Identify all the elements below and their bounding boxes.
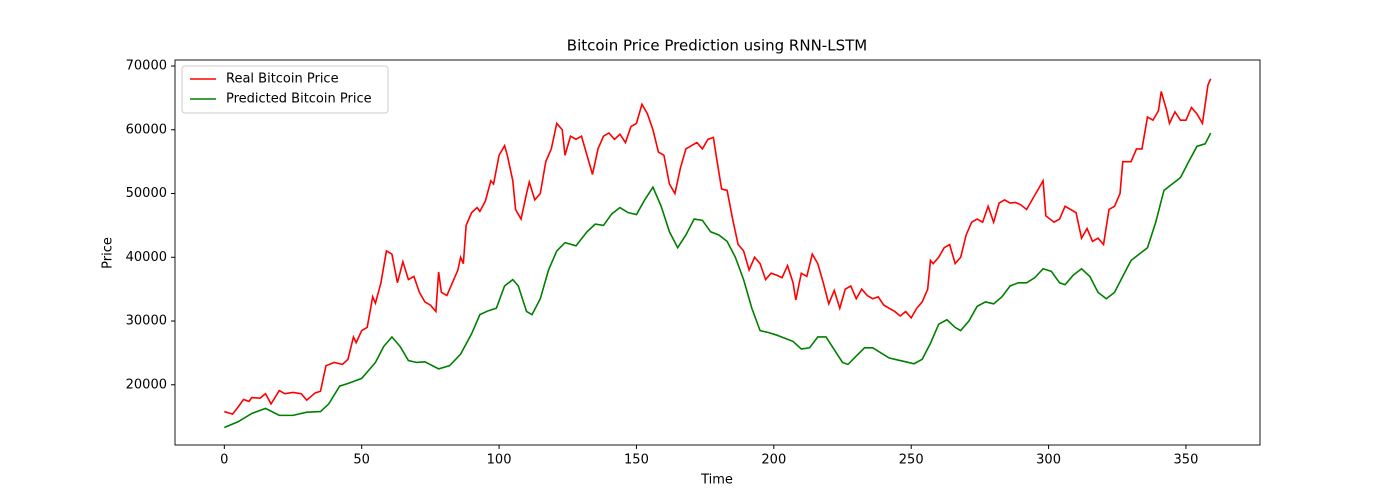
x-tick-label: 50 — [353, 453, 370, 468]
legend-label: Real Bitcoin Price — [226, 72, 339, 87]
y-axis-label: Price — [101, 237, 116, 269]
x-axis-label: Time — [700, 473, 733, 488]
data-line — [224, 78, 1212, 416]
x-tick-label: 200 — [761, 453, 786, 468]
x-tick-label: 250 — [899, 453, 924, 468]
y-tick-label: 30000 — [126, 314, 167, 329]
legend-label: Predicted Bitcoin Price — [226, 92, 372, 107]
x-tick-label: 300 — [1036, 453, 1061, 468]
x-tick-label: 150 — [624, 453, 649, 468]
y-tick-label: 20000 — [126, 377, 167, 392]
x-tick-label: 0 — [220, 453, 228, 468]
y-tick-label: 40000 — [126, 250, 167, 265]
y-tick-label: 70000 — [126, 59, 167, 74]
chart-title: Bitcoin Price Prediction using RNN-LSTM — [567, 37, 867, 55]
x-tick-label: 350 — [1174, 453, 1199, 468]
plot-frame — [174, 59, 1261, 446]
data-line — [224, 132, 1212, 429]
legend-box — [181, 65, 389, 114]
x-tick-label: 100 — [487, 453, 512, 468]
y-tick-label: 50000 — [126, 186, 167, 201]
y-tick-label: 60000 — [126, 122, 167, 137]
